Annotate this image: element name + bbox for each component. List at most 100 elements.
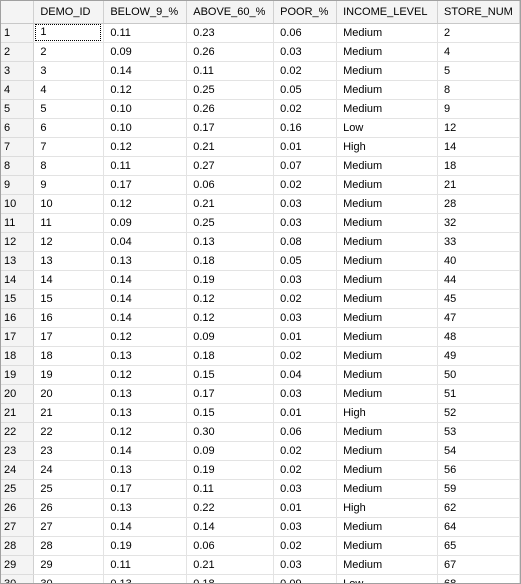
cell-store-num[interactable]: 32 (437, 213, 520, 233)
cell-demo-id[interactable]: 17 (33, 327, 105, 347)
cell-below-9[interactable]: 0.12 (103, 137, 188, 157)
table-row[interactable]: 4 4 0.12 0.25 0.05 Medium 8 (1, 80, 520, 100)
cell-poor[interactable]: 0.02 (273, 99, 338, 119)
cell-below-9[interactable]: 0.10 (103, 118, 188, 138)
cell-above-60[interactable]: 0.22 (186, 498, 275, 518)
cell-demo-id[interactable]: 15 (33, 289, 105, 309)
table-row[interactable]: 1 1 0.11 0.23 0.06 Medium 2 (1, 23, 520, 43)
cell-store-num[interactable]: 4 (437, 42, 520, 62)
cell-store-num[interactable]: 21 (437, 175, 520, 195)
cell-store-num[interactable]: 9 (437, 99, 520, 119)
table-row[interactable]: 29 29 0.11 0.21 0.03 Medium 67 (1, 555, 520, 575)
cell-poor[interactable]: 0.06 (273, 422, 338, 442)
cell-poor[interactable]: 0.02 (273, 289, 338, 309)
cell-demo-id[interactable]: 11 (33, 213, 105, 233)
cell-income-level[interactable]: Medium (336, 251, 438, 271)
row-number[interactable]: 8 (1, 156, 35, 176)
cell-demo-id[interactable]: 16 (33, 308, 105, 328)
cell-income-level[interactable]: Medium (336, 23, 438, 43)
cell-poor[interactable]: 0.16 (273, 118, 338, 138)
table-row[interactable]: 7 7 0.12 0.21 0.01 High 14 (1, 137, 520, 157)
cell-below-9[interactable]: 0.12 (103, 194, 188, 214)
row-number[interactable]: 9 (1, 175, 35, 195)
cell-above-60[interactable]: 0.17 (186, 118, 275, 138)
row-number[interactable]: 28 (1, 536, 35, 556)
row-number[interactable]: 6 (1, 118, 35, 138)
table-row[interactable]: 6 6 0.10 0.17 0.16 Low 12 (1, 118, 520, 138)
cell-below-9[interactable]: 0.13 (103, 384, 188, 404)
cell-below-9[interactable]: 0.14 (103, 270, 188, 290)
column-header-store-num[interactable]: STORE_NUM (437, 1, 520, 24)
cell-above-60[interactable]: 0.19 (186, 460, 275, 480)
table-row[interactable]: 21 21 0.13 0.15 0.01 High 52 (1, 403, 520, 423)
cell-poor[interactable]: 0.03 (273, 194, 338, 214)
cell-demo-id[interactable]: 23 (33, 441, 105, 461)
cell-demo-id[interactable]: 2 (33, 42, 105, 62)
cell-above-60[interactable]: 0.12 (186, 308, 275, 328)
table-row[interactable]: 22 22 0.12 0.30 0.06 Medium 53 (1, 422, 520, 442)
cell-demo-id[interactable]: 6 (33, 118, 105, 138)
cell-demo-id[interactable]: 26 (33, 498, 105, 518)
cell-poor[interactable]: 0.02 (273, 61, 338, 81)
cell-store-num[interactable]: 51 (437, 384, 520, 404)
cell-income-level[interactable]: Medium (336, 346, 438, 366)
cell-income-level[interactable]: Medium (336, 384, 438, 404)
table-row[interactable]: 9 9 0.17 0.06 0.02 Medium 21 (1, 175, 520, 195)
row-number[interactable]: 30 (1, 574, 35, 583)
row-number[interactable]: 21 (1, 403, 35, 423)
row-number[interactable]: 19 (1, 365, 35, 385)
cell-poor[interactable]: 0.01 (273, 403, 338, 423)
cell-below-9[interactable]: 0.13 (103, 460, 188, 480)
cell-below-9[interactable]: 0.11 (103, 555, 188, 575)
table-row[interactable]: 19 19 0.12 0.15 0.04 Medium 50 (1, 365, 520, 385)
cell-store-num[interactable]: 68 (437, 574, 520, 583)
cell-store-num[interactable]: 54 (437, 441, 520, 461)
cell-demo-id[interactable]: 5 (33, 99, 105, 119)
cell-store-num[interactable]: 45 (437, 289, 520, 309)
cell-store-num[interactable]: 52 (437, 403, 520, 423)
cell-below-9[interactable]: 0.09 (103, 213, 188, 233)
cell-poor[interactable]: 0.09 (273, 574, 338, 583)
row-number[interactable]: 10 (1, 194, 35, 214)
cell-store-num[interactable]: 44 (437, 270, 520, 290)
cell-above-60[interactable]: 0.26 (186, 42, 275, 62)
cell-above-60[interactable]: 0.15 (186, 365, 275, 385)
cell-demo-id[interactable]: 25 (33, 479, 105, 499)
table-row[interactable]: 16 16 0.14 0.12 0.03 Medium 47 (1, 308, 520, 328)
table-row[interactable]: 11 11 0.09 0.25 0.03 Medium 32 (1, 213, 520, 233)
cell-income-level[interactable]: Medium (336, 365, 438, 385)
column-header-below-9[interactable]: BELOW_9_% (103, 1, 188, 24)
column-header-poor[interactable]: POOR_% (273, 1, 338, 24)
table-row[interactable]: 8 8 0.11 0.27 0.07 Medium 18 (1, 156, 520, 176)
cell-poor[interactable]: 0.02 (273, 536, 338, 556)
row-number[interactable]: 25 (1, 479, 35, 499)
cell-above-60[interactable]: 0.11 (186, 61, 275, 81)
cell-poor[interactable]: 0.04 (273, 365, 338, 385)
cell-above-60[interactable]: 0.26 (186, 99, 275, 119)
table-row[interactable]: 14 14 0.14 0.19 0.03 Medium 44 (1, 270, 520, 290)
cell-above-60[interactable]: 0.17 (186, 384, 275, 404)
table-row[interactable]: 30 30 0.13 0.18 0.09 Low 68 (1, 574, 520, 583)
cell-below-9[interactable]: 0.13 (103, 574, 188, 583)
cell-store-num[interactable]: 53 (437, 422, 520, 442)
cell-income-level[interactable]: Medium (336, 422, 438, 442)
cell-above-60[interactable]: 0.27 (186, 156, 275, 176)
cell-above-60[interactable]: 0.06 (186, 175, 275, 195)
cell-below-9[interactable]: 0.14 (103, 517, 188, 537)
table-row[interactable]: 24 24 0.13 0.19 0.02 Medium 56 (1, 460, 520, 480)
row-number[interactable]: 11 (1, 213, 35, 233)
table-row[interactable]: 3 3 0.14 0.11 0.02 Medium 5 (1, 61, 520, 81)
cell-poor[interactable]: 0.07 (273, 156, 338, 176)
cell-store-num[interactable]: 5 (437, 61, 520, 81)
cell-below-9[interactable]: 0.09 (103, 42, 188, 62)
row-number[interactable]: 2 (1, 42, 35, 62)
cell-store-num[interactable]: 67 (437, 555, 520, 575)
cell-poor[interactable]: 0.03 (273, 384, 338, 404)
table-row[interactable]: 10 10 0.12 0.21 0.03 Medium 28 (1, 194, 520, 214)
row-number[interactable]: 17 (1, 327, 35, 347)
cell-demo-id[interactable]: 12 (33, 232, 105, 252)
cell-demo-id[interactable]: 20 (33, 384, 105, 404)
column-header-demo-id[interactable]: DEMO_ID (33, 1, 105, 24)
cell-income-level[interactable]: Medium (336, 460, 438, 480)
table-row[interactable]: 27 27 0.14 0.14 0.03 Medium 64 (1, 517, 520, 537)
